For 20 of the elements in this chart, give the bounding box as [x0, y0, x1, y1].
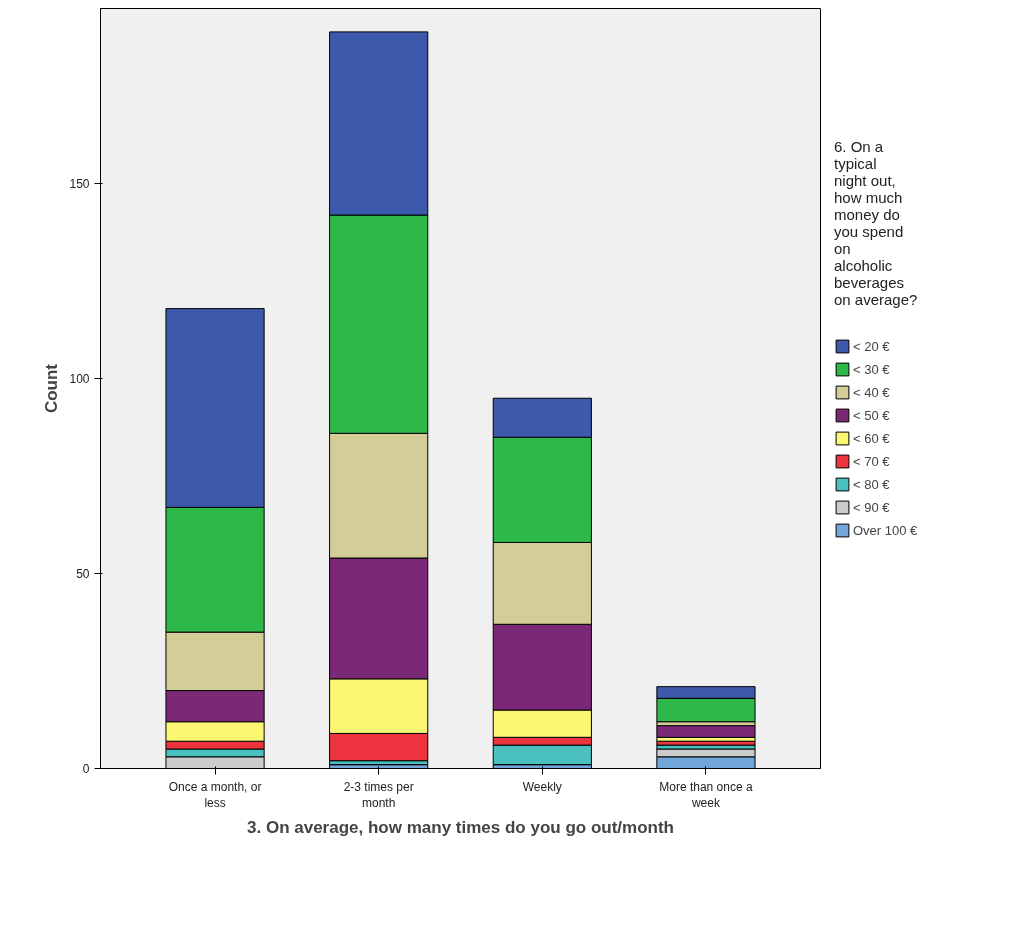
x-tick-label: More than once a week — [659, 779, 753, 811]
legend-label: < 90 € — [853, 499, 890, 515]
y-tick-label: 0 — [82, 762, 90, 776]
legend-label: < 80 € — [853, 476, 890, 492]
legend-label: < 50 € — [853, 407, 890, 423]
legend-label: < 70 € — [853, 453, 890, 469]
legend-label: Over 100 € — [853, 522, 918, 538]
x-axis-title: 3. On average, how many times do you go out/month — [247, 818, 674, 838]
legend-label: < 60 € — [853, 430, 890, 446]
y-tick-label: 100 — [69, 372, 90, 387]
y-axis-title: Count — [42, 363, 62, 414]
x-tick-label: Once a month, or less — [168, 779, 262, 811]
x-tick-label: 2-3 times per month — [343, 779, 414, 811]
y-tick-label: 50 — [76, 567, 90, 582]
text: 6. On a typical night out, how much money do you spend on alcoholic beverages on average? — [834, 138, 918, 308]
legend-label: < 30 € — [853, 361, 890, 377]
legend-label: < 40 € — [853, 384, 890, 400]
x-tick-label: Weekly — [522, 779, 562, 794]
legend-label: < 20 € — [853, 338, 890, 354]
y-tick-label: 150 — [69, 177, 90, 192]
